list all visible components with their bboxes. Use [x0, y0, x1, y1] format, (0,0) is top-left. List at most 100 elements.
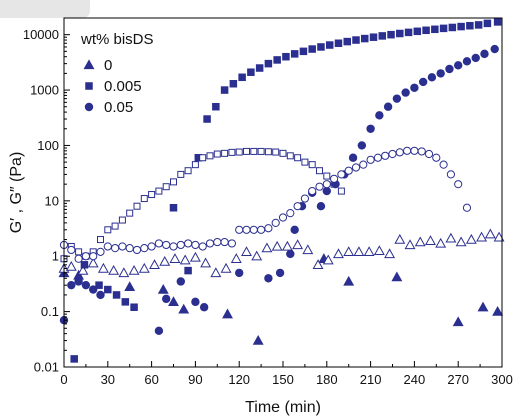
data-point: [286, 209, 295, 218]
data-point: [184, 266, 192, 275]
data-point: [366, 155, 375, 164]
data-point: [410, 83, 419, 92]
data-point: [168, 296, 179, 307]
data-point: [474, 21, 483, 29]
data-point: [439, 160, 448, 169]
data-point: [404, 239, 416, 250]
data-point: [124, 281, 136, 292]
data-point: [249, 225, 258, 234]
data-point: [357, 141, 367, 150]
data-point: [77, 264, 89, 275]
data-point: [471, 53, 480, 63]
plot-area: 0 30 60 90 120 150 180 210 240 270 300 0.01 0.1 1 10 1…: [23, 17, 513, 387]
x-tick-label: 240: [404, 372, 426, 387]
data-point: [251, 250, 263, 261]
data-point: [257, 225, 266, 234]
data-point: [395, 148, 404, 157]
data-point: [198, 242, 207, 251]
data-point: [162, 294, 171, 304]
data-point: [427, 73, 437, 82]
data-point: [147, 242, 156, 251]
data-point: [154, 326, 164, 336]
data-point: [413, 27, 422, 36]
data-point: [454, 61, 463, 70]
data-point: [176, 240, 185, 250]
data-point: [369, 33, 378, 41]
data-point: [243, 147, 250, 155]
data-point: [210, 267, 222, 278]
data-point: [89, 285, 98, 294]
legend-label: 0.05: [104, 99, 133, 116]
data-point: [373, 245, 385, 256]
data-point: [170, 178, 177, 186]
data-point: [446, 170, 455, 179]
data-point: [184, 239, 193, 248]
data-point: [235, 268, 244, 278]
data-point: [118, 242, 127, 251]
data-point: [97, 236, 104, 244]
data-point: [351, 163, 361, 172]
data-point: [490, 44, 499, 54]
data-point: [322, 180, 331, 189]
y-tick-label: 1: [52, 249, 59, 264]
data-point: [250, 147, 258, 155]
legend: wt% bisDS 0 0.005 0.05: [80, 31, 154, 116]
data-point: [394, 233, 406, 244]
data-point: [301, 158, 309, 166]
data-point: [424, 149, 434, 159]
series-circle-open: [59, 146, 472, 263]
data-point: [89, 252, 98, 261]
data-point: [205, 239, 215, 248]
data-point: [75, 248, 83, 256]
data-point: [184, 167, 192, 175]
data-point: [403, 146, 412, 155]
data-point: [457, 22, 465, 31]
data-point: [282, 52, 290, 61]
data-point: [111, 244, 120, 253]
data-point: [290, 50, 299, 58]
data-point: [271, 218, 280, 227]
data-point: [96, 290, 105, 300]
data-point: [87, 257, 99, 268]
legend-item: 0.005: [85, 78, 142, 95]
legend-item: 0: [83, 57, 112, 74]
data-point: [132, 245, 142, 255]
data-point: [462, 203, 472, 212]
data-point: [275, 268, 285, 278]
data-point: [118, 267, 130, 278]
data-point: [366, 124, 375, 133]
x-tick-label: 90: [188, 372, 202, 387]
data-point: [264, 224, 273, 233]
data-point: [452, 316, 464, 327]
top-tab-decoration: [0, 0, 90, 18]
data-point: [404, 28, 413, 37]
data-point: [308, 161, 316, 169]
data-point: [322, 186, 331, 196]
data-point: [316, 167, 323, 175]
data-point: [493, 18, 502, 26]
data-point: [392, 94, 402, 103]
x-tick-label: 150: [272, 372, 294, 387]
data-point: [292, 239, 304, 250]
data-point: [247, 68, 255, 76]
data-point: [476, 231, 488, 242]
data-point: [200, 257, 212, 268]
data-point: [159, 255, 171, 266]
data-point: [178, 303, 190, 314]
series-triangle-filled: [58, 253, 504, 345]
data-point: [191, 297, 200, 307]
y-tick-label: 10: [45, 193, 59, 208]
data-point: [361, 34, 369, 43]
data-point: [418, 77, 428, 87]
data-point: [191, 161, 199, 169]
legend-items: 0 0.005 0.05: [83, 57, 142, 116]
data-point: [104, 226, 112, 234]
data-point: [103, 242, 112, 251]
data-point: [228, 148, 236, 156]
data-point: [363, 246, 375, 257]
data-point: [179, 254, 191, 265]
data-point: [74, 277, 83, 286]
x-tick-label: 300: [491, 372, 513, 387]
legend-label: 0.005: [104, 78, 142, 95]
data-point: [121, 298, 130, 306]
